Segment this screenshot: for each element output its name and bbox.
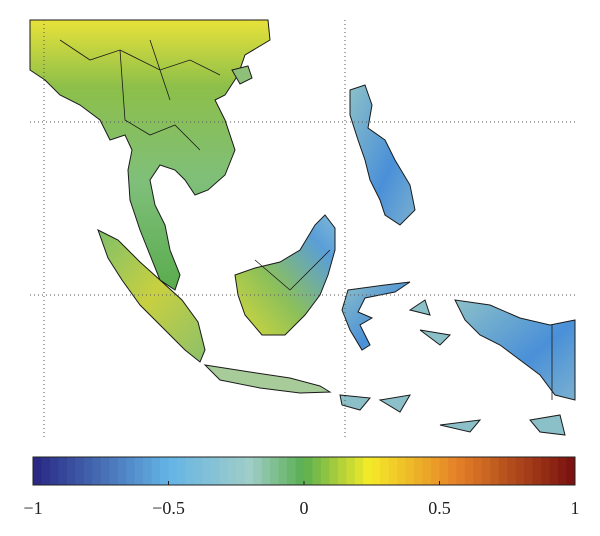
colorbar-cell [287, 457, 297, 485]
colorbar-cell [202, 457, 212, 485]
colorbar-cell [329, 457, 339, 485]
new-guinea [454, 299, 576, 401]
colorbar-cell [134, 457, 144, 485]
colorbar-cell [431, 457, 440, 485]
colorbar-cell [100, 457, 110, 485]
islands [339, 299, 566, 436]
hainan [231, 65, 253, 85]
colorbar: −1 −0.5 0 0.5 1 [23, 457, 580, 518]
colorbar-cell [473, 457, 483, 485]
colorbar-cell [388, 457, 398, 485]
colorbar-cell [481, 457, 491, 485]
colorbar-tick-label: 0 [300, 498, 309, 518]
colorbar-cell [380, 457, 390, 485]
java [203, 364, 332, 394]
colorbar-cell [558, 457, 568, 485]
colorbar-cell [261, 457, 271, 485]
colorbar-cell [515, 457, 525, 485]
colorbar-cell [66, 457, 76, 485]
sulawesi [341, 281, 411, 351]
sumatra [97, 228, 206, 363]
colorbar-cell [193, 457, 203, 485]
colorbar-cell [304, 457, 313, 485]
colorbar-cell [270, 457, 280, 485]
colorbar-cell [439, 457, 449, 485]
colorbar-cell [371, 457, 381, 485]
colorbar-cell [83, 457, 93, 485]
colorbar-cell [295, 457, 305, 485]
colorbar-cell [490, 457, 500, 485]
colorbar-cell [244, 457, 254, 485]
colorbar-cell [210, 457, 220, 485]
colorbar-cell [278, 457, 288, 485]
colorbar-cell [354, 457, 364, 485]
colorbar-cell [227, 457, 237, 485]
colorbar-cell [75, 457, 85, 485]
colorbar-cell [414, 457, 424, 485]
colorbar-tick-label: −1 [23, 498, 42, 518]
colorbar-cell [566, 457, 576, 485]
colorbar-cell [117, 457, 127, 485]
colorbar-cell [447, 457, 457, 485]
mainland [29, 19, 271, 291]
colorbar-cell [405, 457, 415, 485]
colorbar-cell [549, 457, 559, 485]
colorbar-cell [236, 457, 246, 485]
colorbar-cell [337, 457, 347, 485]
borders [59, 39, 553, 400]
colorbar-cell [253, 457, 263, 485]
colorbar-cell [312, 457, 322, 485]
colorbar-cell [126, 457, 136, 485]
colorbar-cell [33, 457, 42, 485]
colorbar-cell [320, 457, 330, 485]
colorbar-cell [363, 457, 373, 485]
colorbar-cell [168, 457, 178, 485]
colorbar-tick-label: 1 [571, 498, 580, 518]
philippines [349, 84, 416, 226]
colorbar-cell [160, 457, 169, 485]
colorbar-cell [49, 457, 59, 485]
colorbar-cell [143, 457, 153, 485]
colorbar-cell [532, 457, 542, 485]
colorbar-frame [32, 456, 576, 486]
colorbar-tick-label: −0.5 [152, 498, 185, 518]
colorbar-cell [507, 457, 517, 485]
colorbar-cell [151, 457, 161, 485]
colorbar-cell [422, 457, 432, 485]
colorbar-cell [219, 457, 229, 485]
colorbar-cell [58, 457, 68, 485]
colorbar-cell [92, 457, 102, 485]
map [29, 19, 576, 437]
colorbar-tick-label: 0.5 [428, 498, 451, 518]
colorbar-cell [498, 457, 508, 485]
colorbar-cell [456, 457, 466, 485]
colorbar-cell [464, 457, 474, 485]
colorbar-cell [41, 457, 51, 485]
borneo [234, 214, 336, 336]
colorbar-cell [541, 457, 551, 485]
colorbar-cell [346, 457, 356, 485]
colorbar-cell [109, 457, 119, 485]
colorbar-cell [524, 457, 534, 485]
colorbar-cell [185, 457, 195, 485]
colorbar-cell [397, 457, 407, 485]
colorbar-cell [176, 457, 186, 485]
